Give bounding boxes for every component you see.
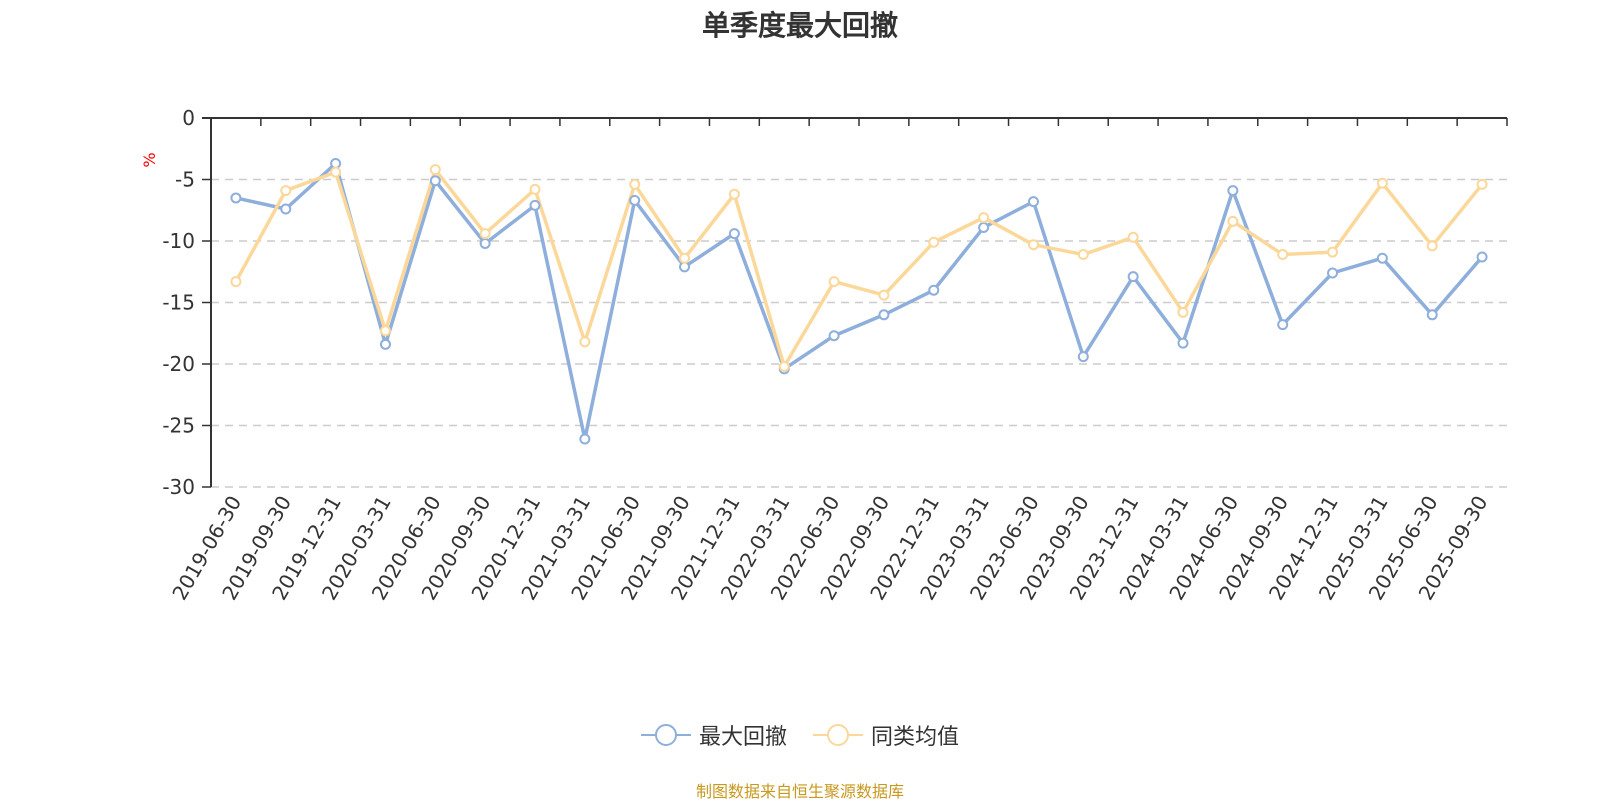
data-point-series-1 [1426,309,1438,321]
source-note: 制图数据来自恒生聚源数据库 [695,782,904,801]
legend: 最大回撤 同类均值 [0,719,1600,751]
data-point-series-1 [1376,252,1388,264]
data-point-series-1 [928,284,940,296]
series-line-1 [235,161,1484,441]
data-point-series-1 [828,330,840,342]
data-point-series-1 [1476,251,1488,263]
data-point-series-1 [379,338,391,350]
data-point-series-2 [1127,231,1139,243]
data-point-series-2 [529,183,541,195]
data-point-series-1 [1077,351,1089,363]
data-point-series-2 [629,178,641,190]
y-tick-label: -15 [162,291,195,315]
y-tick-label: 0 [182,106,195,130]
data-point-series-1 [1277,319,1289,331]
data-point-series-2 [479,228,491,240]
data-point-series-2 [1426,240,1438,252]
data-point-series-1 [579,433,591,445]
data-point-series-2 [978,212,990,224]
data-point-series-1 [1327,267,1339,279]
data-point-series-2 [778,360,790,372]
data-point-series-1 [1127,271,1139,283]
data-point-series-1 [1177,337,1189,349]
data-point-series-2 [379,325,391,337]
data-point-series-2 [728,188,740,200]
data-point-series-2 [1077,249,1089,261]
data-point-series-2 [230,276,242,288]
legend-label-series-1: 最大回撤 [698,725,787,750]
y-tick-label: -5 [175,168,195,192]
y-tick-label: -10 [162,229,195,253]
data-point-series-1 [1027,196,1039,208]
data-point-series-2 [1227,215,1239,227]
data-point-series-2 [429,164,441,176]
data-point-series-2 [1327,246,1339,258]
data-point-series-2 [1476,178,1488,190]
data-point-series-2 [1376,177,1388,189]
data-point-series-2 [679,252,691,264]
data-point-series-2 [330,166,342,178]
data-point-series-1 [529,199,541,211]
legend-marker-series-1 [640,724,691,746]
y-tick-label: -25 [162,414,195,438]
data-point-series-1 [280,203,292,215]
y-axis-label: % [140,152,159,167]
data-point-series-2 [579,336,591,348]
y-tick-label: -30 [162,475,195,499]
data-point-series-2 [828,276,840,288]
data-point-series-1 [429,175,441,187]
y-tick-label: -20 [162,352,195,376]
legend-item-series-2[interactable]: 同类均值 [813,719,959,751]
legend-label-series-2: 同类均值 [871,725,960,750]
data-point-series-2 [1277,249,1289,261]
data-point-series-2 [928,236,940,248]
data-point-series-2 [878,289,890,301]
data-point-series-2 [280,185,292,197]
data-point-series-1 [978,221,990,233]
data-point-series-2 [1027,239,1039,251]
data-point-series-1 [728,228,740,240]
data-point-series-1 [1227,185,1239,197]
data-point-series-1 [629,194,641,206]
chart-title: 单季度最大回撤 [701,9,898,42]
data-point-series-1 [878,309,890,321]
legend-marker-series-2 [813,724,863,746]
legend-item-series-1[interactable]: 最大回撤 [640,719,787,751]
series-line-2 [234,167,1484,369]
data-point-series-2 [1177,306,1189,318]
data-point-series-1 [479,237,491,249]
data-point-series-1 [230,192,242,204]
